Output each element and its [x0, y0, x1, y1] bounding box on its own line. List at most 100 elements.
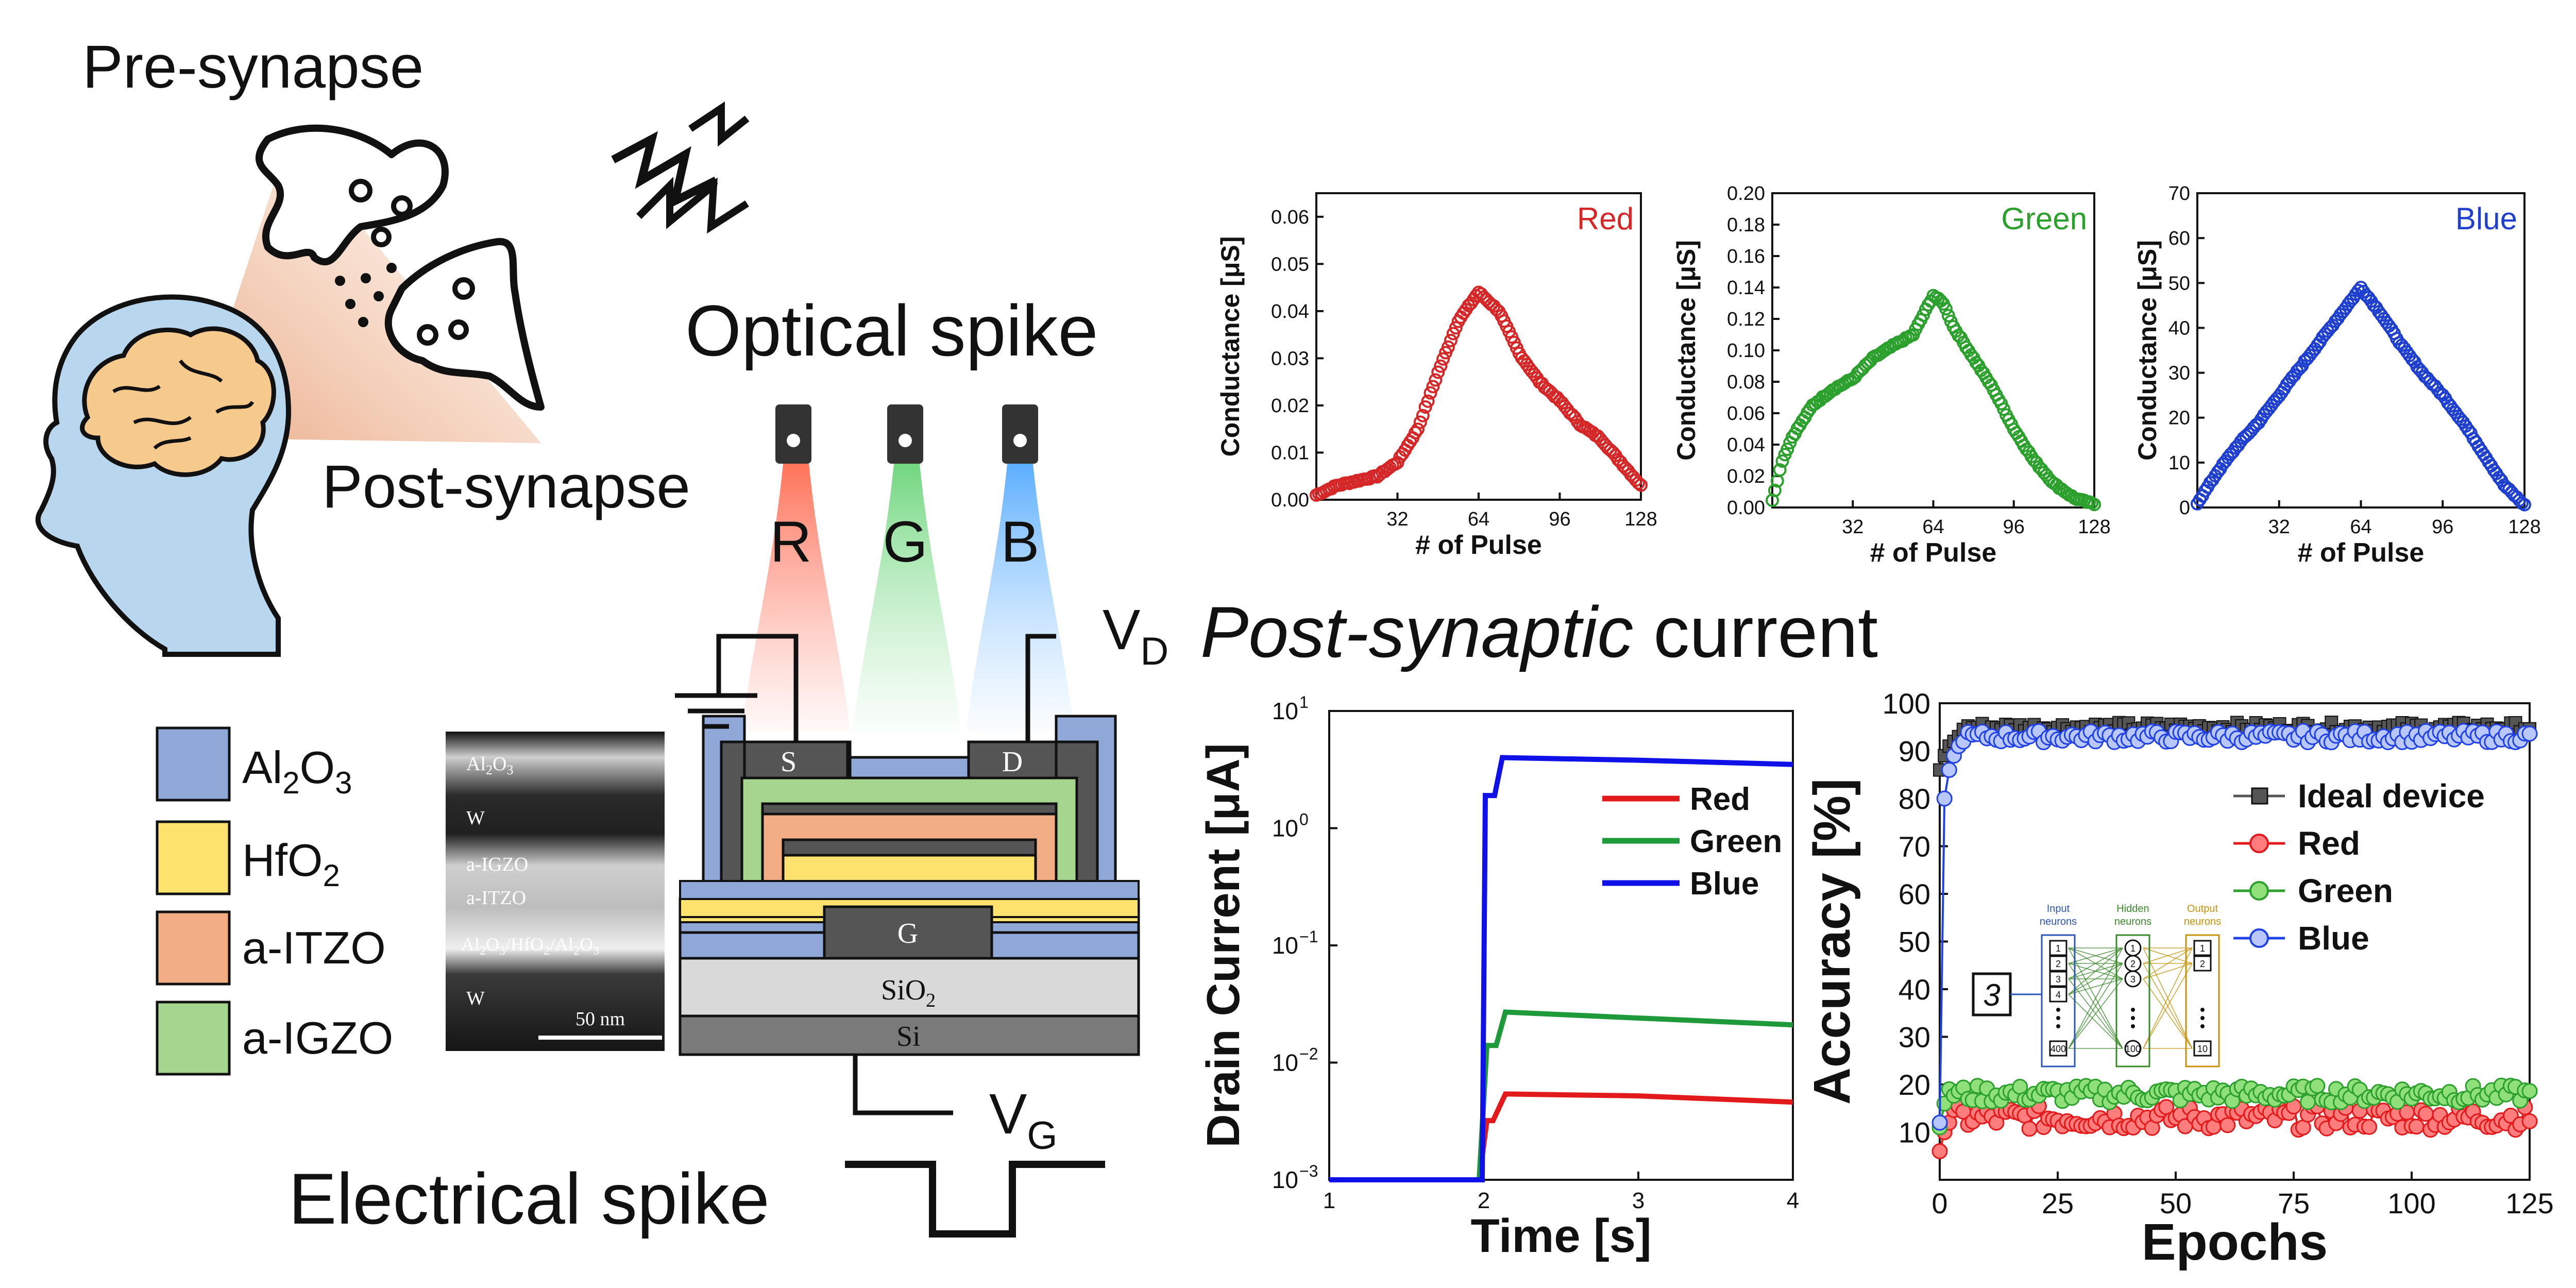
sio2-label: SiO2	[881, 974, 936, 1011]
y-tick-label: 0.04	[1727, 434, 1765, 456]
data-point	[1773, 463, 1787, 477]
zigzag-signal	[636, 177, 749, 234]
y-tick-label: 10	[1899, 1116, 1930, 1149]
green-light-beam	[853, 464, 961, 732]
nn-connection	[2068, 947, 2123, 1049]
al2o3-top	[679, 880, 1140, 900]
data-point	[2309, 1078, 2326, 1094]
light-label-b: B	[1001, 510, 1040, 574]
nn-connection	[2143, 963, 2193, 1049]
y-tick-label: 10	[2168, 452, 2190, 474]
nn-layer-title: neurons	[2184, 916, 2221, 927]
y-tick-label: 0.02	[1727, 466, 1765, 487]
y-tick-label: 100	[1883, 687, 1930, 720]
y-tick-label: 0.12	[1727, 309, 1765, 330]
nn-ellipsis-dot	[2056, 1024, 2060, 1028]
nn-connection	[2143, 947, 2193, 1049]
y-tick-label: 10	[1272, 932, 1298, 959]
y-tick-label: 40	[2168, 317, 2190, 339]
nn-node-label: 1	[2056, 943, 2061, 954]
data-point	[1426, 380, 1440, 394]
y-tick-label: 90	[1899, 735, 1930, 768]
series-line-blue	[1329, 755, 1793, 1182]
y-tick-exponent: −3	[1299, 1162, 1318, 1180]
vesicle	[391, 195, 413, 217]
data-point	[2088, 498, 2101, 512]
y-tick-label: 0.18	[1727, 214, 1765, 236]
nn-ellipsis-dot	[2131, 1008, 2135, 1012]
data-point	[1411, 422, 1425, 436]
conductance-chart-blue: 32 64 96 128 0 10 20 30 40 50 60 70 # of Pulse Conduc…	[2133, 183, 2541, 568]
y-tick-exponent: −1	[1299, 927, 1318, 946]
series-line-red	[1329, 1091, 1793, 1182]
nn-connection	[2143, 963, 2193, 979]
y-tick-label: 0.00	[1727, 497, 1765, 519]
brain	[80, 326, 276, 477]
source-label: S	[781, 746, 796, 778]
y-tick-label: 0.16	[1727, 246, 1765, 267]
x-axis-label: Epochs	[2142, 1213, 2328, 1271]
x-tick-label: 0	[1931, 1187, 1947, 1219]
x-axis-label: # of Pulse	[1870, 538, 1997, 568]
nn-node-label: 3	[2056, 974, 2061, 985]
tem-label-w-bottom: W	[466, 988, 485, 1009]
x-tick-label: 96	[2003, 516, 2025, 538]
y-tick-label: 30	[2168, 363, 2190, 384]
nn-ellipsis-dot	[2200, 1024, 2205, 1028]
digit-box	[1972, 972, 2012, 1016]
optical-spike-label: Optical spike	[685, 290, 1098, 371]
nn-node-label: 3	[2130, 974, 2136, 985]
y-tick-label: 0.10	[1727, 340, 1765, 362]
data-point	[1449, 321, 1463, 335]
data-point	[1413, 415, 1427, 429]
x-tick-label: 75	[2278, 1187, 2310, 1219]
legend-label-al2o3: Al2O3	[242, 742, 352, 800]
y-tick-label: 10	[1272, 815, 1298, 842]
digit-label: 3	[1983, 978, 2000, 1012]
data-point	[1436, 352, 1450, 366]
nn-connection	[2068, 978, 2123, 1049]
x-tick-label: 32	[2268, 516, 2290, 538]
tem-image: Al2O3 W a-IGZO a-ITZO Al2O3/HfO2/Al2O3 W…	[446, 732, 665, 1051]
x-tick-label: 125	[2505, 1187, 2553, 1219]
nn-node-label: 2	[2056, 959, 2061, 969]
nn-node-label: 4	[2056, 990, 2061, 1000]
x-tick-label: 4	[1787, 1188, 1799, 1213]
y-tick-label: 40	[1899, 973, 1930, 1006]
tem-micrograph	[446, 732, 665, 1051]
source-wire	[716, 634, 799, 742]
data-point	[1941, 762, 1957, 778]
y-tick-label: 70	[1899, 831, 1930, 863]
vesicle	[452, 277, 475, 300]
data-point	[1634, 478, 1648, 492]
nn-layer-box	[2041, 934, 2076, 1067]
nn-connection	[2068, 947, 2123, 995]
x-tick-label: 96	[1549, 509, 1570, 530]
y-tick-label: 70	[2168, 183, 2190, 205]
vesicle	[417, 324, 438, 346]
x-axis-label: # of Pulse	[2298, 538, 2425, 568]
light-sources: R G B	[742, 404, 1074, 732]
y-tick-exponent: 0	[1299, 810, 1309, 829]
chart-title: Green	[2001, 201, 2087, 236]
legend-label-hfo2: HfO2	[242, 835, 340, 893]
nn-layer-title: Output	[2187, 903, 2218, 914]
x-tick-label: 64	[2350, 516, 2371, 538]
drain-electrode	[967, 740, 1058, 779]
nn-node	[2049, 986, 2067, 1003]
electrical-spike-label: Electrical spike	[289, 1158, 770, 1239]
legend-marker	[2249, 834, 2269, 853]
zigzag-signal	[688, 101, 750, 147]
x-tick-label: 128	[2508, 516, 2540, 538]
data-point	[2521, 1083, 2538, 1099]
y-tick-label: 0.06	[1727, 403, 1765, 425]
nn-layer-box	[2185, 934, 2220, 1067]
plot-frame	[1771, 192, 2095, 509]
post-synapse-label: Post-synapse	[322, 453, 690, 521]
accuracy-chart: 0 25 50 75 100 125 10 20 30 40 50 60 70 80 90 100 Epochs…	[1803, 687, 2554, 1271]
y-tick-label: 10	[1272, 1166, 1298, 1193]
nn-node-label: 1	[2130, 943, 2136, 954]
y-axis-label: Conductance [μS]	[2133, 240, 2162, 461]
legend-swatch-hfo2	[156, 820, 231, 895]
y-tick-label: 0	[2179, 497, 2190, 519]
